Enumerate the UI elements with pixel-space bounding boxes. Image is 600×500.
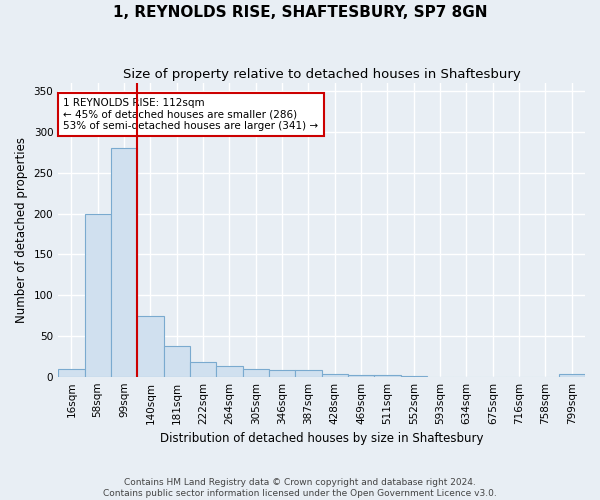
Bar [322,374,348,376]
Bar [216,366,242,376]
Bar [348,375,374,376]
Bar [295,370,322,376]
Bar [374,375,401,376]
Text: 1 REYNOLDS RISE: 112sqm
← 45% of detached houses are smaller (286)
53% of semi-d: 1 REYNOLDS RISE: 112sqm ← 45% of detache… [64,98,319,131]
Bar [58,368,85,376]
Title: Size of property relative to detached houses in Shaftesbury: Size of property relative to detached ho… [123,68,520,80]
Bar [85,214,111,376]
Text: 1, REYNOLDS RISE, SHAFTESBURY, SP7 8GN: 1, REYNOLDS RISE, SHAFTESBURY, SP7 8GN [113,5,487,20]
Bar [190,362,216,376]
Bar [164,346,190,376]
Bar [111,148,137,376]
Bar [242,368,269,376]
Y-axis label: Number of detached properties: Number of detached properties [15,137,28,323]
Bar [269,370,295,376]
X-axis label: Distribution of detached houses by size in Shaftesbury: Distribution of detached houses by size … [160,432,484,445]
Text: Contains HM Land Registry data © Crown copyright and database right 2024.
Contai: Contains HM Land Registry data © Crown c… [103,478,497,498]
Bar [137,316,164,376]
Bar [559,374,585,376]
